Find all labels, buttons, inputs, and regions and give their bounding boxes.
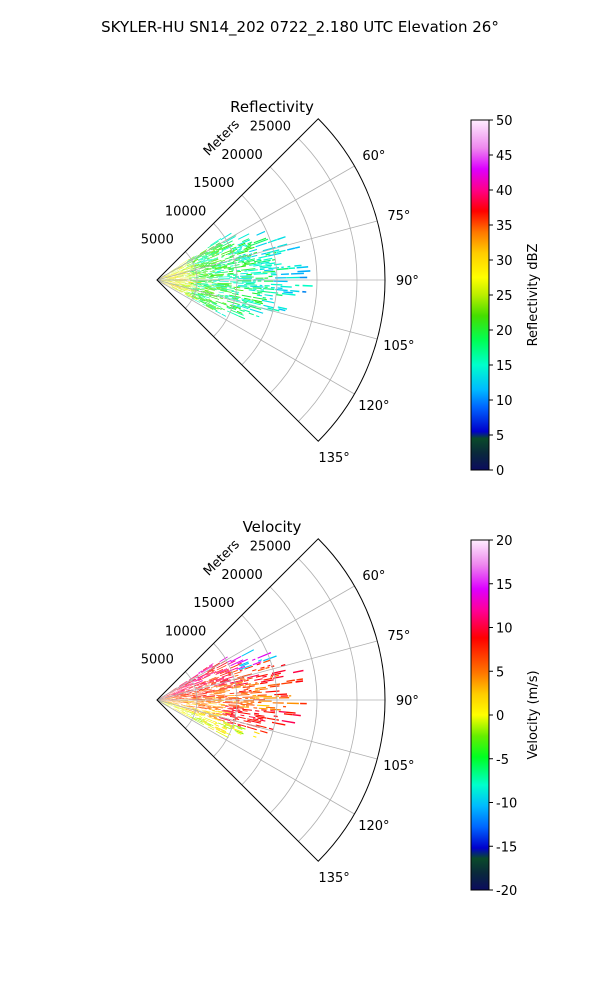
theta-tick-label: 135° [318,871,349,886]
theta-tick-label: 120° [358,399,389,414]
radial-tick-label: 10000 [165,204,206,219]
colorbar-tick-label: 10 [496,622,513,637]
azimuth-spoke [156,279,355,395]
theta-tick-label: 135° [318,451,349,466]
colorbar-label: Reflectivity dBZ [526,244,541,347]
reflectivity-panel: Reflectivity60°75°90°105°120°135°5000100… [141,98,541,479]
radial-tick-label: 15000 [193,176,234,191]
radial-tick-label: 25000 [250,540,291,555]
reflectivity-colorbar: 0 5 10 15 20 25 30 35 40 45 50 Reflectivity dBZ [470,114,541,479]
azimuth-spoke [156,699,355,815]
velocity-colorbar: -20 -15 -10 -5 0 5 10 15 20 Velocity (m/s) [470,534,541,899]
radial-tick-label: 25000 [250,120,291,135]
polar-frame [156,118,386,442]
theta-tick-label: 90° [396,694,419,709]
theta-tick-label: 90° [396,274,419,289]
azimuth-spoke [156,220,378,281]
colorbar-tick-label: 0 [496,464,504,479]
colorbar-tick-label: 15 [496,578,513,593]
panel-title: Reflectivity [230,98,314,116]
azimuth-spoke [156,640,378,701]
theta-tick-label: 60° [362,149,385,164]
colorbar-scale [470,119,490,471]
colorbar-tick-label: 45 [496,149,513,164]
theta-tick-label: 105° [383,339,414,354]
colorbar-tick-label: 15 [496,359,513,374]
colorbar-tick-label: 10 [496,394,513,409]
colorbar-tick-label: 30 [496,254,513,269]
theta-tick-label: 75° [387,629,410,644]
theta-tick-label: 60° [362,569,385,584]
colorbar-scale [470,539,490,891]
colorbar-tick-label: 5 [496,665,504,680]
colorbar-tick-label: 50 [496,114,513,129]
radial-tick-label: 20000 [221,148,262,163]
radial-tick-label: 10000 [165,624,206,639]
theta-tick-label: 75° [387,209,410,224]
colorbar-tick-label: -15 [496,840,517,855]
radial-tick-label: 15000 [193,596,234,611]
theta-tick-label: 120° [358,819,389,834]
radial-tick-label: 5000 [141,653,174,668]
panel-title: Velocity [243,518,302,536]
azimuth-spoke [156,699,378,760]
azimuth-spoke [156,165,355,281]
azimuth-spoke [156,585,355,701]
colorbar-tick-label: 35 [496,219,513,234]
colorbar-tick-label: 20 [496,324,513,339]
theta-tick-label: 105° [383,759,414,774]
colorbar-tick-label: 40 [496,184,513,199]
colorbar-label: Velocity (m/s) [526,670,541,759]
radial-tick-label: 20000 [221,568,262,583]
figure-title: SKYLER-HU SN14_202 0722_2.180 UTC Elevat… [101,18,499,37]
colorbar-tick-label: 20 [496,534,513,549]
colorbar-tick-label: 25 [496,289,513,304]
colorbar-tick-label: -20 [496,884,517,899]
azimuth-spoke [156,279,378,340]
colorbar-tick-label: 5 [496,429,504,444]
radial-tick-label: 5000 [141,233,174,248]
velocity-panel: Velocity 60° 75° 90° 105° 120° 135° 5000 10000 15… [141,518,541,899]
colorbar-tick-label: -5 [496,753,509,768]
polar-frame [156,538,386,862]
colorbar-tick-label: -10 [496,797,517,812]
colorbar-tick-label: 0 [496,709,504,724]
